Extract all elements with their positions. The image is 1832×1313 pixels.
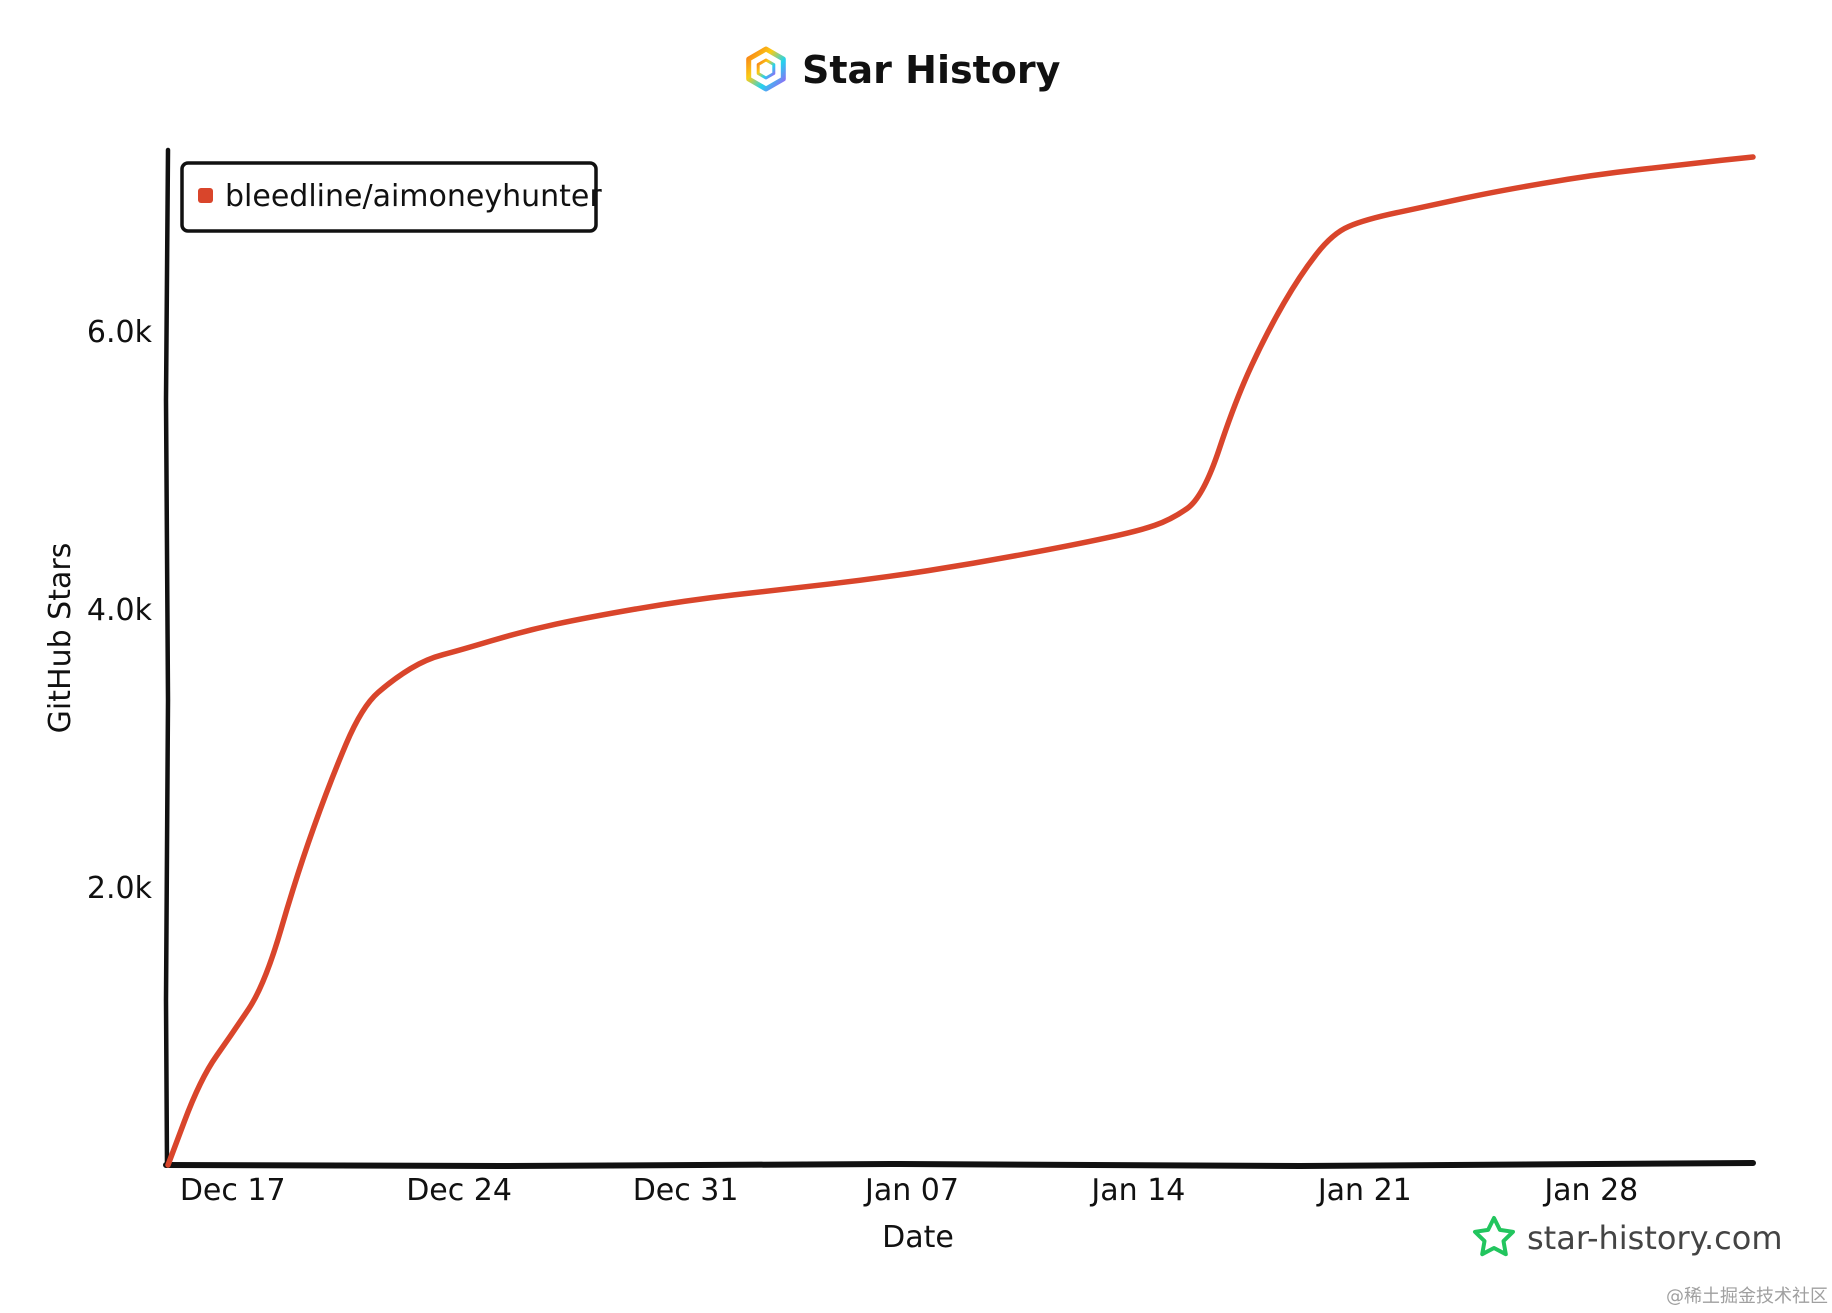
legend-swatch (198, 188, 213, 203)
x-tick-label: Dec 24 (406, 1173, 512, 1208)
x-ticks: Dec 17 Dec 24 Dec 31 Jan 07 Jan 14 Jan 21 Jan … (180, 1173, 1638, 1208)
x-tick-label: Jan 21 (1316, 1173, 1412, 1208)
y-axis-line (163, 147, 171, 1168)
watermark-text: star-history.com (1527, 1219, 1783, 1257)
x-tick-label: Jan 14 (1089, 1173, 1185, 1208)
x-tick-label: Dec 17 (180, 1173, 286, 1208)
legend-box (180, 161, 598, 233)
y-tick-label: 6.0k (87, 315, 153, 350)
y-ticks: 2.0k 4.0k 6.0k (87, 315, 153, 906)
x-tick-label: Jan 07 (863, 1173, 959, 1208)
y-tick-label: 2.0k (87, 871, 153, 906)
legend: bleedline/aimoneyhunter (180, 161, 602, 233)
x-tick-label: Dec 31 (633, 1173, 739, 1208)
axes (163, 147, 1756, 1170)
legend-label: bleedline/aimoneyhunter (225, 179, 602, 214)
y-axis-label: GitHub Stars (43, 543, 78, 734)
chart-title: Star History (802, 48, 1061, 92)
series-line-aimoneyhunter (165, 154, 1756, 1168)
watermark[interactable]: star-history.com (1473, 1216, 1783, 1257)
chart-title-group: Star History (746, 46, 1061, 92)
x-tick-label: Jan 28 (1542, 1173, 1638, 1208)
x-axis-label: Date (882, 1220, 954, 1255)
credit-text: @稀土掘金技术社区 (1666, 1286, 1828, 1307)
y-tick-label: 4.0k (87, 593, 153, 628)
hexagon-logo-icon (746, 46, 786, 92)
x-axis-line (163, 1160, 1756, 1170)
star-outline-icon (1473, 1216, 1515, 1257)
